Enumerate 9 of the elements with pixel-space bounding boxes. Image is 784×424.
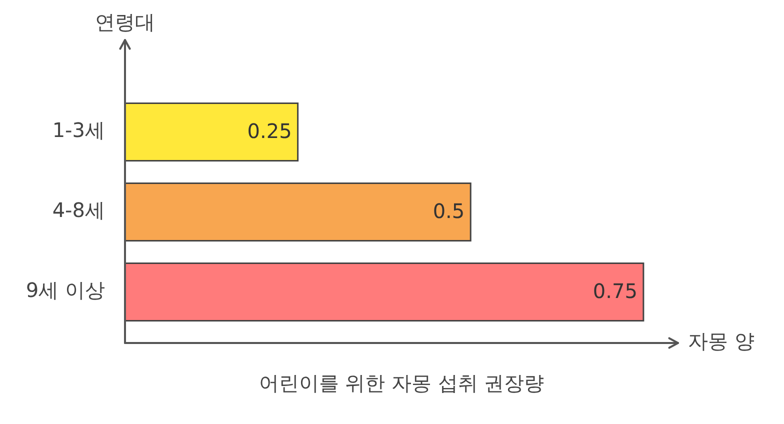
y-axis-title: 연령대 xyxy=(95,10,155,34)
text: 어린이를 위한 자몽 섭취 권장량 xyxy=(258,371,544,396)
data-label: 0.25 xyxy=(247,119,292,144)
x-axis-title: 자몽 양 xyxy=(688,329,754,354)
data-label: 0.75 xyxy=(592,279,638,304)
y-tick-label: 4-8세 xyxy=(52,198,105,222)
y-tick-label: 1-3세 xyxy=(52,118,105,142)
y-tick-label: 9세 이상 xyxy=(26,278,105,302)
data-label: 0.5 xyxy=(432,199,465,224)
